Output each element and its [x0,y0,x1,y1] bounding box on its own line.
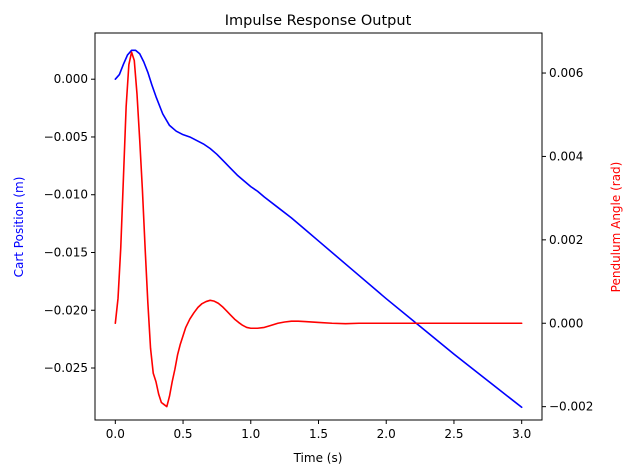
left-y-tick-label: −0.025 [44,361,88,375]
x-tick-label: 2.0 [377,427,396,441]
x-tick-label: 0.0 [106,427,125,441]
x-tick-label: 2.5 [444,427,463,441]
left-y-tick-label: −0.015 [44,245,88,259]
left-y-tick-label: −0.010 [44,188,88,202]
left-y-tick-label: −0.020 [44,303,88,317]
right-y-axis-ticks: 0.006 0.004 0.002 0.000 −0.002 [542,66,593,414]
right-y-tick-label: −0.002 [549,400,593,414]
series-lines [114,49,523,409]
x-axis-ticks: 0.0 0.5 1.0 1.5 2.0 2.5 3.0 [106,420,531,441]
right-y-tick-label: 0.002 [549,233,583,247]
left-y-axis-ticks: 0.000 −0.005 −0.010 −0.015 −0.020 −0.025 [44,72,95,375]
left-y-axis-label: Cart Position (m) [12,177,26,278]
cart-position-line [114,49,523,409]
right-y-tick-label: 0.000 [549,316,583,330]
right-y-tick-label: 0.006 [549,66,583,80]
plot-area-frame [94,32,543,421]
x-tick-label: 1.0 [241,427,260,441]
x-tick-label: 3.0 [512,427,531,441]
chart-title: Impulse Response Output [225,13,412,29]
right-y-tick-label: 0.004 [549,149,583,163]
left-y-tick-label: −0.005 [44,130,88,144]
x-tick-label: 0.5 [173,427,192,441]
left-y-tick-label: 0.000 [54,72,88,86]
pendulum-angle-line [114,51,523,408]
right-y-axis-label: Pendulum Angle (rad) [609,162,623,293]
x-tick-label: 1.5 [309,427,328,441]
x-axis-label: Time (s) [293,451,343,465]
